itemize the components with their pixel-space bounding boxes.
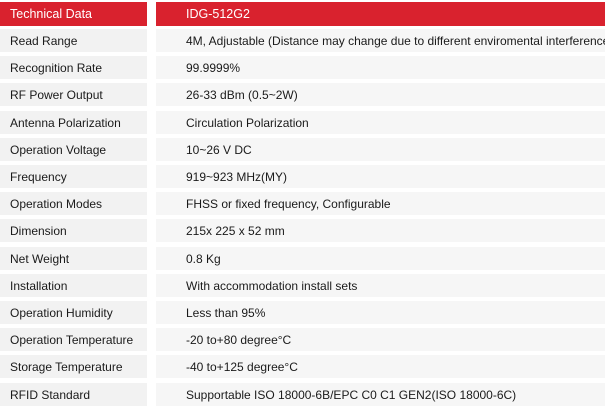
row-value: Less than 95% <box>156 301 605 324</box>
table-row: RFID Standard Supportable ISO 18000-6B/EP… <box>0 383 605 406</box>
row-value: 26-33 dBm (0.5~2W) <box>156 83 605 106</box>
row-label: Installation <box>0 274 147 297</box>
table-row: Operation Voltage 10~26 V DC <box>0 138 605 161</box>
row-value: 10~26 V DC <box>156 138 605 161</box>
table-row: Storage Temperature -40 to+125 degree°C <box>0 355 605 378</box>
row-label: Net Weight <box>0 247 147 270</box>
row-label: Antenna Polarization <box>0 111 147 134</box>
row-value: Circulation Polarization <box>156 111 605 134</box>
row-label: RFID Standard <box>0 383 147 406</box>
row-label: RF Power Output <box>0 83 147 106</box>
row-label: Dimension <box>0 219 147 242</box>
row-value: 919~923 MHz(MY) <box>156 165 605 188</box>
table-row: Dimension 215x 225 x 52 mm <box>0 219 605 242</box>
row-label: Operation Modes <box>0 192 147 215</box>
row-label: Storage Temperature <box>0 355 147 378</box>
table-row: Net Weight 0.8 Kg <box>0 247 605 270</box>
row-label: Frequency <box>0 165 147 188</box>
row-value: 99.9999% <box>156 56 605 79</box>
row-value: FHSS or fixed frequency, Configurable <box>156 192 605 215</box>
row-value: -20 to+80 degree°C <box>156 328 605 351</box>
row-label: Operation Voltage <box>0 138 147 161</box>
row-value: 4M, Adjustable (Distance may change due … <box>156 29 605 52</box>
table-row: Operation Modes FHSS or fixed frequency, … <box>0 192 605 215</box>
table-row: Frequency 919~923 MHz(MY) <box>0 165 605 188</box>
header-model: IDG-512G2 <box>156 2 605 26</box>
header-label: Technical Data <box>0 2 147 26</box>
table-row: Antenna Polarization Circulation Polariza… <box>0 111 605 134</box>
row-value: Supportable ISO 18000-6B/EPC C0 C1 GEN2(… <box>156 383 605 406</box>
row-value: With accommodation install sets <box>156 274 605 297</box>
table-row: Operation Temperature -20 to+80 degree°C <box>0 328 605 351</box>
row-label: Operation Humidity <box>0 301 147 324</box>
row-value: -40 to+125 degree°C <box>156 355 605 378</box>
table-row: Operation Humidity Less than 95% <box>0 301 605 324</box>
row-label: Recognition Rate <box>0 56 147 79</box>
row-value: 0.8 Kg <box>156 247 605 270</box>
row-label: Read Range <box>0 29 147 52</box>
table-row: Read Range 4M, Adjustable (Distance may c… <box>0 29 605 52</box>
table-row: Installation With accommodation install s… <box>0 274 605 297</box>
table-header-row: Technical Data IDG-512G2 <box>0 2 605 26</box>
row-label: Operation Temperature <box>0 328 147 351</box>
table-row: RF Power Output 26-33 dBm (0.5~2W) <box>0 83 605 106</box>
table-row: Recognition Rate 99.9999% <box>0 56 605 79</box>
row-value: 215x 225 x 52 mm <box>156 219 605 242</box>
